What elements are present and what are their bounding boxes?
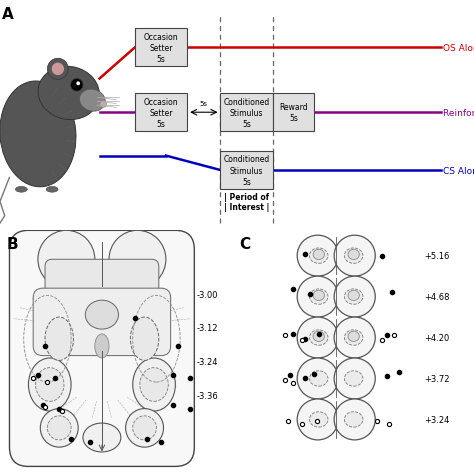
Text: Conditioned
Stimulus
5s: Conditioned Stimulus 5s — [223, 98, 270, 129]
Text: Reward
5s: Reward 5s — [279, 103, 308, 123]
Text: B: B — [7, 237, 19, 252]
Bar — [273, 94, 314, 132]
Circle shape — [334, 317, 375, 358]
Text: -3.00: -3.00 — [197, 290, 218, 299]
Text: Occasion
Setter
5s: Occasion Setter 5s — [144, 32, 179, 64]
Ellipse shape — [313, 250, 324, 260]
Text: A: A — [2, 7, 14, 22]
Text: Occasion
Setter
5s: Occasion Setter 5s — [144, 98, 179, 129]
Circle shape — [297, 399, 338, 440]
Text: -3.12: -3.12 — [197, 324, 218, 333]
Text: Conditioned
Stimulus
5s: Conditioned Stimulus 5s — [223, 155, 270, 186]
Text: CS Alone: CS Alone — [443, 166, 474, 175]
Ellipse shape — [313, 331, 324, 342]
Bar — [220, 151, 273, 190]
Bar — [135, 29, 187, 67]
Ellipse shape — [130, 317, 159, 361]
Ellipse shape — [310, 289, 328, 305]
Ellipse shape — [310, 371, 328, 387]
Ellipse shape — [95, 334, 109, 358]
Ellipse shape — [126, 409, 164, 447]
Ellipse shape — [348, 291, 359, 301]
Ellipse shape — [345, 248, 363, 264]
Ellipse shape — [47, 416, 71, 440]
Ellipse shape — [46, 187, 58, 193]
Ellipse shape — [0, 82, 76, 188]
Circle shape — [52, 63, 64, 76]
Ellipse shape — [313, 291, 324, 301]
Ellipse shape — [348, 331, 359, 342]
Ellipse shape — [345, 289, 363, 305]
Ellipse shape — [36, 368, 64, 402]
Ellipse shape — [345, 371, 363, 387]
Ellipse shape — [15, 187, 27, 193]
Circle shape — [334, 236, 375, 277]
Circle shape — [100, 101, 107, 108]
Ellipse shape — [133, 416, 156, 440]
Text: | Period of
| Interest |: | Period of | Interest | — [224, 192, 269, 211]
Text: +3.24: +3.24 — [424, 415, 450, 424]
Text: +3.72: +3.72 — [424, 374, 450, 383]
Ellipse shape — [310, 330, 328, 346]
FancyBboxPatch shape — [45, 260, 159, 308]
Text: +5.16: +5.16 — [424, 252, 450, 260]
Ellipse shape — [83, 423, 121, 452]
Ellipse shape — [85, 300, 118, 329]
Bar — [220, 94, 273, 132]
Ellipse shape — [345, 412, 363, 427]
Text: Reinforced (OS+CS): Reinforced (OS+CS) — [443, 109, 474, 118]
Ellipse shape — [310, 248, 328, 264]
Ellipse shape — [133, 358, 175, 411]
Ellipse shape — [310, 412, 328, 427]
Circle shape — [71, 79, 83, 92]
Circle shape — [297, 317, 338, 358]
Circle shape — [297, 358, 338, 399]
Circle shape — [38, 231, 95, 288]
Circle shape — [109, 231, 166, 288]
Text: +4.20: +4.20 — [425, 333, 450, 342]
Ellipse shape — [140, 368, 168, 402]
Circle shape — [76, 82, 80, 86]
Circle shape — [334, 358, 375, 399]
Ellipse shape — [80, 90, 105, 112]
Ellipse shape — [40, 409, 78, 447]
Circle shape — [47, 59, 68, 80]
FancyBboxPatch shape — [33, 288, 171, 356]
Ellipse shape — [348, 250, 359, 260]
Circle shape — [334, 399, 375, 440]
Ellipse shape — [28, 358, 71, 411]
Bar — [135, 94, 187, 132]
Text: +4.68: +4.68 — [424, 292, 450, 301]
FancyBboxPatch shape — [9, 231, 194, 466]
Circle shape — [297, 236, 338, 277]
Ellipse shape — [45, 317, 73, 361]
Circle shape — [297, 277, 338, 317]
Text: 5s: 5s — [200, 101, 208, 107]
Text: -3.24: -3.24 — [197, 357, 218, 367]
Ellipse shape — [345, 330, 363, 346]
Text: C: C — [239, 237, 251, 252]
Circle shape — [334, 277, 375, 317]
Text: -3.36: -3.36 — [196, 391, 218, 400]
Text: OS Alone: OS Alone — [443, 44, 474, 52]
Ellipse shape — [38, 67, 100, 120]
